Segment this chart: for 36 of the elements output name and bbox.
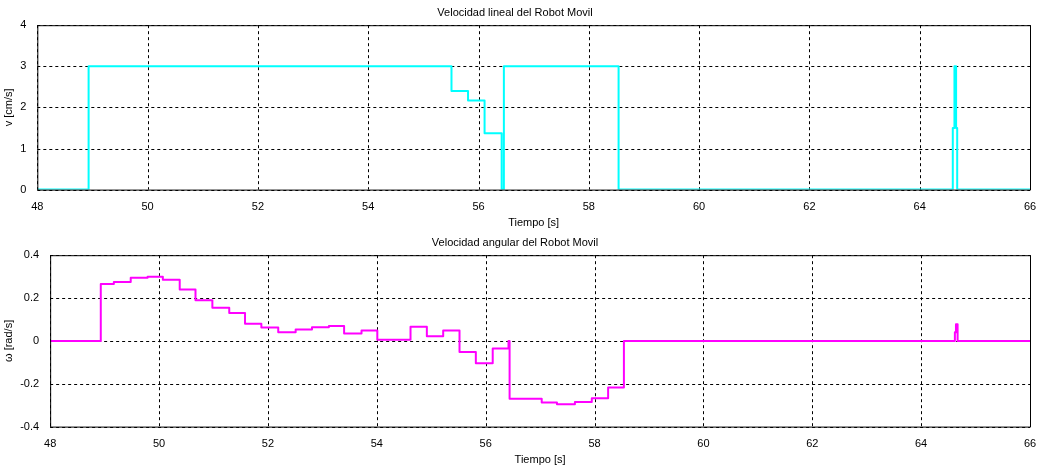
x-tick-label: 64	[913, 200, 926, 213]
y-tick-label: 4	[20, 18, 27, 31]
x-axis-title: Tiempo [s]	[514, 453, 566, 466]
x-tick-label: 64	[915, 437, 928, 450]
x-tick-label: 66	[1023, 437, 1037, 450]
x-tick-label: 60	[692, 200, 706, 213]
y-tick-label: 2	[20, 100, 27, 113]
y-tick-label: -0.2	[20, 376, 40, 389]
x-tick-label: 58	[588, 437, 601, 450]
x-tick-label: 62	[806, 437, 819, 450]
x-tick-label: 62	[803, 200, 816, 213]
x-tick-label: 54	[370, 437, 383, 450]
x-tick-label: 56	[472, 200, 485, 213]
x-tick-label: 48	[31, 200, 44, 213]
y-tick-label: 1	[20, 141, 27, 154]
x-tick-label: 50	[152, 437, 166, 450]
x-tick-label: 60	[697, 437, 710, 450]
x-tick-label: 56	[479, 437, 492, 450]
x-tick-label: 52	[261, 437, 275, 450]
y-tick-label: 0.4	[23, 248, 40, 261]
x-tick-label: 54	[362, 200, 375, 213]
y-tick-label: 0	[33, 333, 40, 346]
x-tick-label: 66	[1023, 200, 1037, 213]
y-axis-title: ω [rad/s]	[1, 319, 14, 363]
chart-title: Velocidad lineal del Robot Movil	[437, 5, 593, 18]
x-tick-label: 58	[582, 200, 595, 213]
chart-title: Velocidad angular del Robot Movil	[431, 235, 599, 248]
x-tick-label: 50	[141, 200, 154, 213]
y-tick-label: 3	[20, 59, 27, 72]
y-axis-title: v [cm/s]	[1, 88, 14, 127]
x-tick-label: 52	[251, 200, 265, 213]
y-tick-label: 0	[20, 182, 27, 195]
x-tick-label: 48	[44, 437, 57, 450]
x-axis-title: Tiempo [s]	[508, 216, 560, 229]
y-tick-label: -0.4	[20, 419, 40, 432]
y-tick-label: 0.2	[23, 291, 40, 304]
